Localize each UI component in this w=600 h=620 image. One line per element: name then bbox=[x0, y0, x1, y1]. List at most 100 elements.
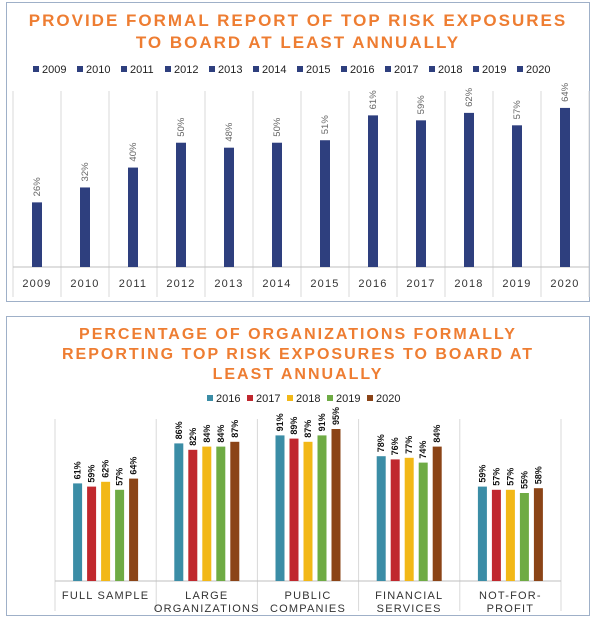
bar bbox=[368, 115, 378, 267]
bar bbox=[224, 147, 234, 267]
bar bbox=[188, 449, 198, 581]
x-tick-label: 2016 bbox=[358, 278, 387, 290]
data-label: 84% bbox=[216, 425, 226, 443]
bar bbox=[202, 446, 212, 581]
legend-label: 2019 bbox=[336, 393, 360, 405]
chart-title-line: PERCENTAGE OF ORGANIZATIONS FORMALLY bbox=[79, 326, 517, 343]
x-tick-label: PROFIT bbox=[487, 603, 535, 615]
chart-title-line: PROVIDE FORMAL REPORT OF TOP RISK EXPOSU… bbox=[28, 11, 568, 30]
x-tick-label: NOT-FOR- bbox=[479, 590, 542, 602]
data-label: 86% bbox=[174, 421, 184, 439]
x-tick-label: 2017 bbox=[406, 278, 435, 290]
legend-marker bbox=[341, 66, 347, 72]
x-tick-label: 2014 bbox=[262, 278, 291, 290]
legend-marker bbox=[121, 66, 127, 72]
data-label: 89% bbox=[289, 417, 299, 435]
bar bbox=[73, 483, 83, 581]
chart-title-line: LEAST ANNUALLY bbox=[212, 366, 384, 383]
x-tick-label: COMPANIES bbox=[270, 603, 346, 615]
legend-marker bbox=[247, 395, 253, 401]
legend-marker bbox=[327, 395, 333, 401]
legend-marker bbox=[209, 66, 215, 72]
bar bbox=[505, 489, 515, 581]
legend-marker bbox=[207, 395, 213, 401]
data-label: 64% bbox=[129, 457, 139, 475]
legend-label: 2010 bbox=[86, 64, 110, 76]
x-tick-label: 2013 bbox=[214, 278, 243, 290]
x-tick-label: 2009 bbox=[22, 278, 51, 290]
bar bbox=[416, 120, 426, 267]
bar bbox=[289, 438, 299, 581]
bar bbox=[477, 486, 487, 581]
legend-marker bbox=[385, 66, 391, 72]
chart-panel-segments: PERCENTAGE OF ORGANIZATIONS FORMALLY REP… bbox=[6, 316, 590, 616]
bar bbox=[230, 441, 240, 581]
data-label: 62% bbox=[464, 87, 475, 107]
bar bbox=[176, 142, 186, 267]
legend-marker bbox=[287, 395, 293, 401]
x-tick-label: 2019 bbox=[502, 278, 531, 290]
chart-panel-annual: PROVIDE FORMAL REPORT OF TOP RISK EXPOSU… bbox=[6, 2, 590, 302]
data-label: 59% bbox=[87, 465, 97, 483]
bar bbox=[331, 429, 341, 581]
chart-title: PERCENTAGE OF ORGANIZATIONS FORMALLY REP… bbox=[7, 325, 589, 385]
legend-label: 2020 bbox=[526, 64, 550, 76]
data-label: 48% bbox=[224, 122, 235, 142]
legend-marker bbox=[367, 395, 373, 401]
data-label: 82% bbox=[188, 428, 198, 446]
data-label: 87% bbox=[230, 420, 240, 438]
data-label: 61% bbox=[368, 90, 379, 110]
data-label: 76% bbox=[390, 437, 400, 455]
bar bbox=[404, 457, 414, 581]
bar bbox=[128, 167, 138, 267]
data-label: 78% bbox=[376, 434, 386, 452]
bar bbox=[390, 459, 400, 581]
legend-label: 2018 bbox=[438, 64, 462, 76]
bar bbox=[272, 142, 282, 267]
data-label: 87% bbox=[303, 420, 313, 438]
bar-chart-annual: 2009 2010 2011 2012 2013 2014 2015 2016 2017 2018… bbox=[12, 64, 590, 297]
bar bbox=[376, 456, 386, 581]
data-label: 84% bbox=[432, 425, 442, 443]
x-tick-label: 2018 bbox=[454, 278, 483, 290]
bar-chart-segments: 2016 2017 2018 2019 2020 61% 59% 62% 57% 64% FULL … bbox=[54, 393, 562, 615]
legend-label: 2016 bbox=[216, 393, 240, 405]
chart-title-line: TO BOARD AT LEAST ANNUALLY bbox=[135, 33, 461, 52]
legend-marker bbox=[429, 66, 435, 72]
legend-marker bbox=[77, 66, 83, 72]
legend-marker bbox=[517, 66, 523, 72]
data-label: 51% bbox=[320, 115, 331, 135]
data-label: 95% bbox=[331, 407, 341, 425]
x-tick-label: 2010 bbox=[70, 278, 99, 290]
bar bbox=[533, 488, 543, 581]
bar bbox=[129, 478, 139, 581]
bar bbox=[216, 446, 226, 581]
legend-label: 2013 bbox=[218, 64, 242, 76]
bar bbox=[87, 486, 97, 581]
data-label: 57% bbox=[505, 468, 515, 486]
data-label: 58% bbox=[533, 466, 543, 484]
data-label: 84% bbox=[202, 425, 212, 443]
data-label: 40% bbox=[128, 142, 139, 162]
data-label: 57% bbox=[491, 468, 501, 486]
bar bbox=[317, 435, 327, 581]
legend-label: 2017 bbox=[394, 64, 418, 76]
legend-marker bbox=[33, 66, 39, 72]
data-label: 50% bbox=[272, 117, 283, 137]
bar bbox=[519, 493, 529, 581]
data-label: 64% bbox=[560, 82, 571, 102]
data-label: 26% bbox=[32, 177, 43, 197]
x-tick-label: 2011 bbox=[119, 278, 147, 290]
x-tick-label: LARGE bbox=[185, 590, 228, 602]
bar bbox=[560, 107, 570, 268]
bar bbox=[275, 435, 285, 581]
legend-label: 2016 bbox=[350, 64, 374, 76]
legend-label: 2011 bbox=[130, 64, 154, 76]
bar bbox=[432, 446, 442, 581]
x-tick-label: 2012 bbox=[166, 278, 195, 290]
bar bbox=[418, 462, 428, 581]
bar bbox=[491, 489, 501, 581]
data-label: 91% bbox=[275, 413, 285, 431]
legend-marker bbox=[473, 66, 479, 72]
legend-marker bbox=[253, 66, 259, 72]
